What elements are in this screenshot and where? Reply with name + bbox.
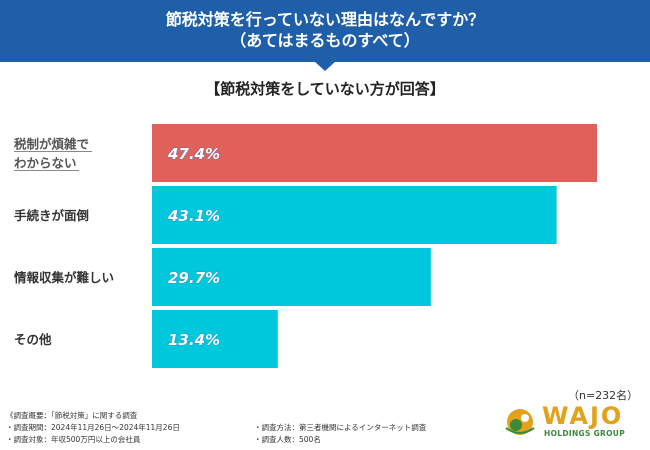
wajo-logo: WAJO HOLDINGS GROUP <box>502 402 632 442</box>
category-label-1-0: 手続きが面倒 <box>14 208 89 223</box>
survey-title: 《調査概要：「節税対策」に関する調査 <box>6 411 138 420</box>
bar-2 <box>152 248 431 306</box>
wajo-logo-subtitle: HOLDINGS GROUP <box>544 429 625 438</box>
category-label-0-1: わからない <box>14 156 77 171</box>
bar-1 <box>152 186 557 244</box>
chart-subtitle: 【節税対策をしていない方が回答】 <box>205 80 445 98</box>
category-label-3-0: その他 <box>14 332 52 347</box>
survey-count: ・調査人数：500名 <box>254 435 321 444</box>
value-label-1: 43.1% <box>167 207 220 225</box>
header-title-line1: 節税対策を行っていない理由はなんですか？ <box>165 10 485 29</box>
wajo-logo-icon <box>505 409 535 435</box>
bar-3 <box>152 310 278 368</box>
sample-size-note: （n=232名） <box>568 389 639 402</box>
survey-period: ・調査期間：2024年11月26日〜2024年11月26日 <box>6 423 180 432</box>
survey-target: ・調査対象：年収500万円以上の会社員 <box>6 435 141 444</box>
header-title-line2: （あてはまるものすべて） <box>230 31 420 50</box>
category-label-2-0: 情報収集が難しい <box>14 270 114 285</box>
bar-0 <box>152 124 597 182</box>
value-label-3: 13.4% <box>168 331 220 349</box>
value-label-0: 47.4% <box>167 145 220 163</box>
category-label-0-0: 税制が煩雑で <box>14 137 89 152</box>
wajo-logo-name: WAJO <box>542 402 624 430</box>
value-label-2: 29.7% <box>168 269 220 287</box>
chart-header: 節税対策を行っていない理由はなんですか？ （あてはまるものすべて） <box>0 0 650 62</box>
survey-overview-left: 《調査概要：「節税対策」に関する調査 ・調査期間：2024年11月26日〜202… <box>6 410 246 446</box>
survey-overview-right: ・調査方法：第三者機関によるインターネット調査 ・調査人数：500名 <box>254 422 494 446</box>
header-pointer-shape <box>314 61 336 71</box>
survey-method: ・調査方法：第三者機関によるインターネット調査 <box>254 423 427 432</box>
